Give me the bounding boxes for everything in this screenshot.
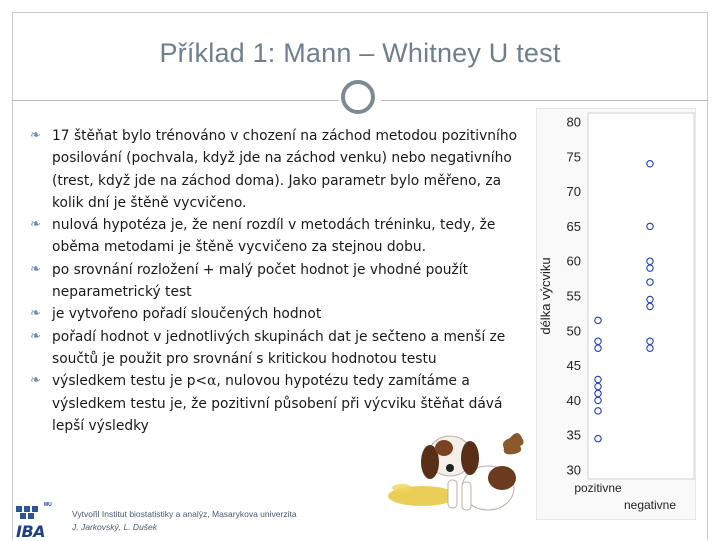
y-tick-label: 75 (567, 149, 581, 164)
data-point-pozitivne (594, 382, 602, 391)
alpha-symbol: α (207, 373, 217, 390)
y-axis-label: délka výcviku (538, 257, 553, 334)
bullet-text: je vytvořeno pořadí sloučených hodnot (52, 306, 322, 323)
footer: Vytvořil Institut biostatistiky a analýz… (72, 508, 297, 534)
footer-institute: Vytvořil Institut biostatistiky a analýz… (72, 509, 297, 519)
logo-text: IBA (16, 522, 46, 541)
bullet-text: po srovnání rozložení + malý počet hodno… (52, 261, 469, 301)
data-point-negativne (646, 278, 654, 286)
y-tick-label: 80 (567, 115, 581, 130)
bullet-icon: ❧ (30, 217, 41, 233)
data-point-pozitivne (594, 407, 602, 415)
data-point-negativne (646, 295, 654, 304)
y-tick-label: 60 (567, 254, 581, 269)
bullet-item: ❧ pořadí hodnot v jednotlivých skupinách … (30, 326, 520, 371)
y-tick-label: 55 (567, 289, 581, 304)
puppy-ear-right (461, 441, 479, 475)
bullet-item: ❧ 17 štěňat bylo trénováno v chození na z… (30, 125, 520, 214)
logo-small-text: MU (44, 502, 52, 508)
data-point-negativne (646, 337, 654, 345)
y-tick-label: 70 (567, 184, 581, 199)
iba-logo: MU IBA (14, 502, 54, 541)
y-tick-label: 45 (567, 358, 581, 373)
puppy-leg (461, 481, 472, 511)
plot-area (587, 112, 695, 480)
x-category-label-negativne: negativne (624, 498, 676, 512)
puppy-back (488, 466, 516, 490)
data-point-negativne (646, 344, 654, 352)
slide-frame (12, 12, 708, 540)
bullet-item: ❧ po srovnání rozložení + malý počet hodn… (30, 259, 520, 304)
bullet-icon: ❧ (30, 128, 41, 143)
bullet-item: ❧ je vytvořeno pořadí sloučených hodnot (30, 303, 520, 325)
data-point-pozitivne (594, 434, 602, 443)
title-divider-right (381, 100, 708, 101)
bullet-text: pořadí hodnot v jednotlivých skupinách d… (52, 328, 506, 367)
data-point-pozitivne (594, 337, 602, 345)
data-point-negativne (646, 264, 654, 272)
data-point-pozitivne (594, 396, 602, 405)
y-axis-ticks: 30 35 40 45 50 55 60 65 70 75 80 (567, 115, 581, 478)
footer-authors: J. Jarkovský, L. Dušek (72, 522, 158, 532)
data-point-negativne (646, 160, 654, 168)
data-point-pozitivne (594, 389, 602, 398)
y-tick-label: 40 (567, 393, 581, 408)
y-tick-label: 30 (567, 463, 581, 478)
data-point-negativne (646, 302, 654, 311)
bullet-item: ❧ výsledkem testu je p<α, nulovou hypotéz… (30, 370, 520, 437)
y-tick-label: 65 (567, 219, 581, 234)
logo-tiles-icon (16, 506, 38, 520)
divider-ring-icon (341, 80, 375, 114)
scatter-chart: 30 35 40 45 50 55 60 65 70 75 80 délka výcviku poz… (536, 108, 696, 520)
data-point-negativne (646, 257, 654, 265)
slide-title: Příklad 1: Mann – Whitney U test (159, 38, 561, 68)
puppy-ear-left (421, 445, 439, 479)
data-point-negativne (646, 222, 654, 231)
bullet-icon: ❧ (30, 373, 41, 389)
bullet-text-after: , nulovou hypotézu tedy zamítáme a výsle… (52, 373, 503, 434)
bullet-icon: ❧ (30, 306, 41, 322)
data-points (594, 160, 654, 443)
bullet-text: 17 štěňat bylo trénováno v chození na zá… (52, 128, 518, 211)
bullet-icon: ❧ (30, 261, 41, 277)
bullet-icon: ❧ (30, 328, 41, 344)
puddle (392, 484, 412, 492)
puppy-leg (447, 479, 458, 509)
bullet-text: nulová hypotéza je, že není rozdíl v met… (52, 217, 496, 256)
y-tick-label: 50 (567, 323, 581, 338)
data-point-pozitivne (594, 375, 602, 384)
poop (502, 433, 524, 455)
data-point-pozitivne (594, 344, 602, 352)
puppy-nose (446, 464, 454, 472)
data-point-pozitivne (594, 316, 602, 325)
bullet-list: ❧ 17 štěňat bylo trénováno v chození na z… (30, 125, 520, 437)
bullet-text-before: výsledkem testu je p< (52, 373, 208, 390)
puppy-illustration (388, 433, 524, 511)
puppy-eye-patch (435, 440, 453, 456)
bullet-item: ❧ nulová hypotéza je, že není rozdíl v me… (30, 214, 520, 259)
title-divider-left (12, 100, 339, 101)
x-category-label-pozitivne: pozitivne (574, 481, 622, 495)
y-tick-label: 35 (567, 428, 581, 443)
